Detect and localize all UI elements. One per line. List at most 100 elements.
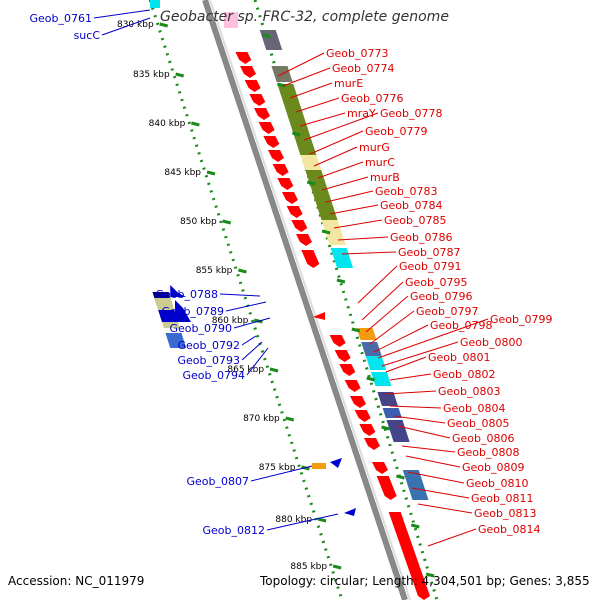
right-gene-label: murE <box>334 77 363 90</box>
scale-tick-right <box>291 131 301 137</box>
forward-gene-arrow <box>296 234 312 246</box>
scale-tick <box>190 121 200 127</box>
scale-label: 835 kbp <box>133 70 170 80</box>
right-label-leader <box>325 190 374 203</box>
topology-text: Topology: circular; Length: 4,304,501 bp… <box>260 574 590 588</box>
scale-tick <box>159 22 169 28</box>
backbone-highlight <box>209 0 411 600</box>
forward-gene-arrow <box>240 66 256 78</box>
right-label-leader <box>397 425 451 439</box>
annotation-block <box>259 30 283 50</box>
scale-tick-right <box>306 180 316 186</box>
forward-gene-arrow <box>244 80 261 92</box>
left-label-leader <box>250 465 313 482</box>
scale-label: 870 kbp <box>243 414 280 424</box>
scale-tick <box>222 219 232 225</box>
scale-tick-right <box>381 425 390 431</box>
scale-label: 840 kbp <box>149 119 186 129</box>
scale-label: 860 kbp <box>212 316 249 326</box>
accession-text: Accession: NC_011979 <box>8 574 145 588</box>
forward-gene-arrow <box>339 364 356 376</box>
right-label-leader <box>361 281 404 321</box>
left-label-leader <box>246 347 269 376</box>
left-gene-label: Geob_0792 <box>178 339 241 352</box>
forward-gene-arrow <box>334 350 351 362</box>
forward-gene-arrow <box>329 335 346 347</box>
reverse-gene-arrow <box>344 508 356 516</box>
right-label-leader <box>357 265 398 304</box>
forward-gene-arrow <box>372 462 388 474</box>
forward-gene-arrow <box>354 410 371 422</box>
right-gene-label: Geob_0802 <box>433 368 496 381</box>
forward-gene-arrow <box>301 250 320 268</box>
scale-tick <box>206 170 216 176</box>
forward-gene-arrow <box>286 206 303 218</box>
right-gene-label: Geob_0785 <box>384 214 447 227</box>
reverse-gene-arrow <box>175 300 191 322</box>
scale-tick <box>175 72 185 78</box>
left-label-leader <box>233 317 271 329</box>
right-gene-label: Geob_0798 <box>430 319 493 332</box>
right-gene-label: Geob_0796 <box>410 290 473 303</box>
annotation-block <box>382 408 402 418</box>
right-gene-label: murG <box>359 141 390 154</box>
right-gene-label: Geob_0797 <box>416 305 479 318</box>
forward-gene-arrow <box>263 136 280 148</box>
forward-gene-arrow <box>350 396 366 408</box>
scale-label: 845 kbp <box>164 168 201 178</box>
gene-labels: Geob_0761 sucC Geob_0788 Geob_0789 Geob_0790… <box>30 9 553 547</box>
annotation-block <box>330 248 354 268</box>
annotation-block <box>305 170 338 220</box>
scale-label: 885 kbp <box>290 562 327 572</box>
right-gene-label: Geob_0800 <box>460 336 523 349</box>
right-gene-label: Geob_0813 <box>474 507 537 520</box>
annotation-block <box>224 12 238 28</box>
scale-tick <box>332 564 342 570</box>
right-label-leader <box>385 356 427 373</box>
scale-label: 830 kbp <box>117 20 154 30</box>
forward-gene-arrow <box>272 164 289 176</box>
right-gene-label: Geob_0808 <box>457 446 520 459</box>
left-gene-label: Geob_0793 <box>178 354 241 367</box>
forward-gene-arrow <box>254 108 270 120</box>
right-label-leader <box>417 503 473 514</box>
annotation-block <box>361 342 382 356</box>
annotation-block <box>377 392 398 406</box>
annotation-block <box>321 220 346 245</box>
scale-tick <box>269 367 279 373</box>
right-gene-label: Geob_0779 <box>365 125 428 138</box>
scale-tick-right <box>366 376 376 382</box>
forward-gene-arrow <box>359 424 376 436</box>
scale-label: 850 kbp <box>180 217 217 227</box>
left-label-leader <box>225 301 267 312</box>
left-label-leader <box>219 293 261 297</box>
annotation-block <box>277 84 317 155</box>
right-label-leader <box>401 445 456 453</box>
right-gene-label: Geob_0774 <box>332 62 395 75</box>
left-label-leader <box>101 17 151 36</box>
right-label-leader <box>303 112 379 141</box>
scale-tick-right <box>425 572 435 578</box>
right-label-leader <box>329 204 379 215</box>
right-gene-label: Geob_0806 <box>452 432 515 445</box>
forward-gene-arrow <box>388 512 430 600</box>
right-gene-label: murB <box>370 171 400 184</box>
right-gene-label: Geob_0810 <box>466 477 529 490</box>
left-guide-line <box>148 0 344 600</box>
forward-gene-arrow <box>344 380 361 392</box>
scale-label: 855 kbp <box>196 266 233 276</box>
forward-gene-arrow <box>268 150 284 162</box>
right-label-leader <box>369 310 415 345</box>
scale-tick-right <box>321 229 331 235</box>
right-gene-label: Geob_0778 <box>380 107 443 120</box>
annotation-block <box>356 328 377 340</box>
annotation-block <box>312 463 326 469</box>
right-gene-label: Geob_0783 <box>375 185 438 198</box>
right-label-leader <box>373 324 429 353</box>
scale-tick <box>317 517 327 523</box>
right-gene-label: Geob_0784 <box>380 199 443 212</box>
reverse-gene-block <box>165 333 187 348</box>
scale-tick-right <box>351 327 361 333</box>
left-gene-label: Geob_0794 <box>183 369 246 382</box>
